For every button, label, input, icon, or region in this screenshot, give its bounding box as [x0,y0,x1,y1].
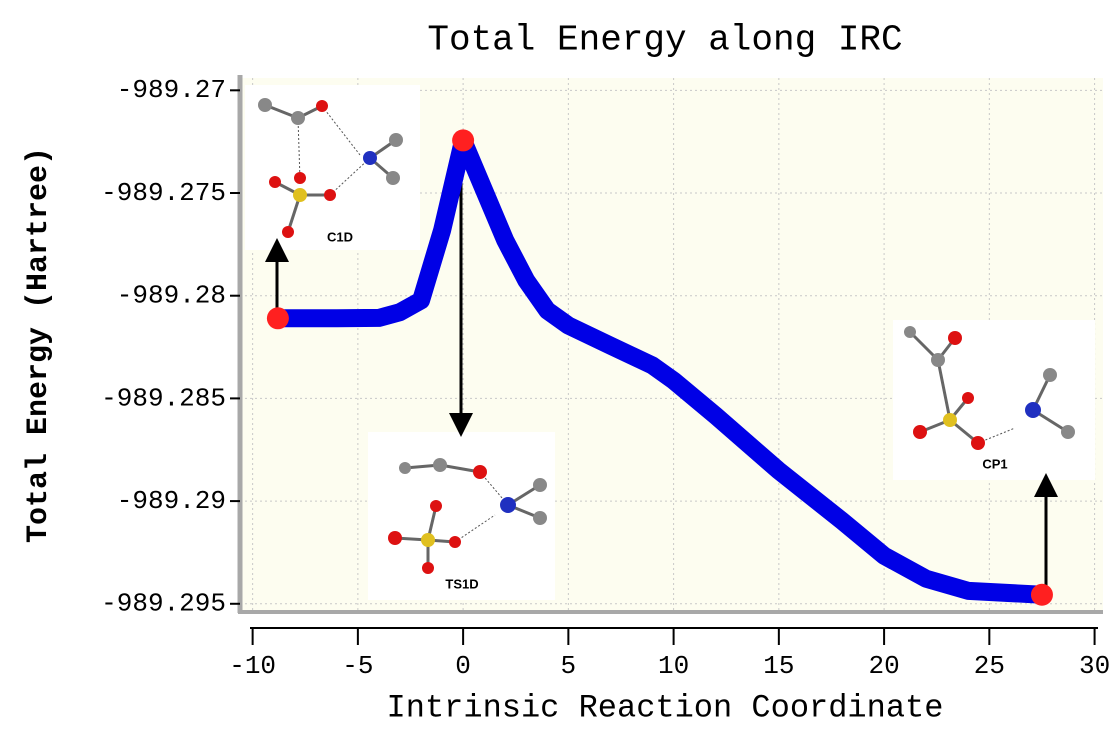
chart-title: Total Energy along IRC [427,20,902,61]
page: Total Energy along IRC Intrinsic Reactio… [0,0,1118,732]
x-tick-label: -10 [229,651,276,681]
inset-ts1d [368,432,555,600]
x-tick-label: 30 [1079,651,1110,681]
y-tick-label: -989.29 [117,486,226,516]
x-tick-label: -5 [342,651,373,681]
chart: Total Energy along IRC Intrinsic Reactio… [0,0,1118,727]
x-tick-label: 10 [658,651,689,681]
stationary-point [1031,584,1053,606]
stationary-point [267,307,289,329]
x-tick-label: 20 [868,651,899,681]
x-tick-label: 0 [455,651,471,681]
inset-c1d [245,85,420,250]
y-tick-label: -989.28 [117,281,226,311]
x-tick-label: 25 [974,651,1005,681]
x-tick-label: 5 [561,651,577,681]
structure-label: C1D [327,229,353,244]
y-tick-label: -989.295 [101,589,226,619]
y-tick-label: -989.285 [101,383,226,413]
x-tick-label: 15 [763,651,794,681]
y-axis-title: Total Energy (Hartree) [22,147,56,543]
structure-label: CP1 [982,456,1007,471]
y-tick-label: -989.275 [101,178,226,208]
y-tick-label: -989.27 [117,75,226,105]
x-axis-title: Intrinsic Reaction Coordinate [387,689,944,726]
structure-label: TS1D [445,576,478,591]
stationary-point [452,129,474,151]
